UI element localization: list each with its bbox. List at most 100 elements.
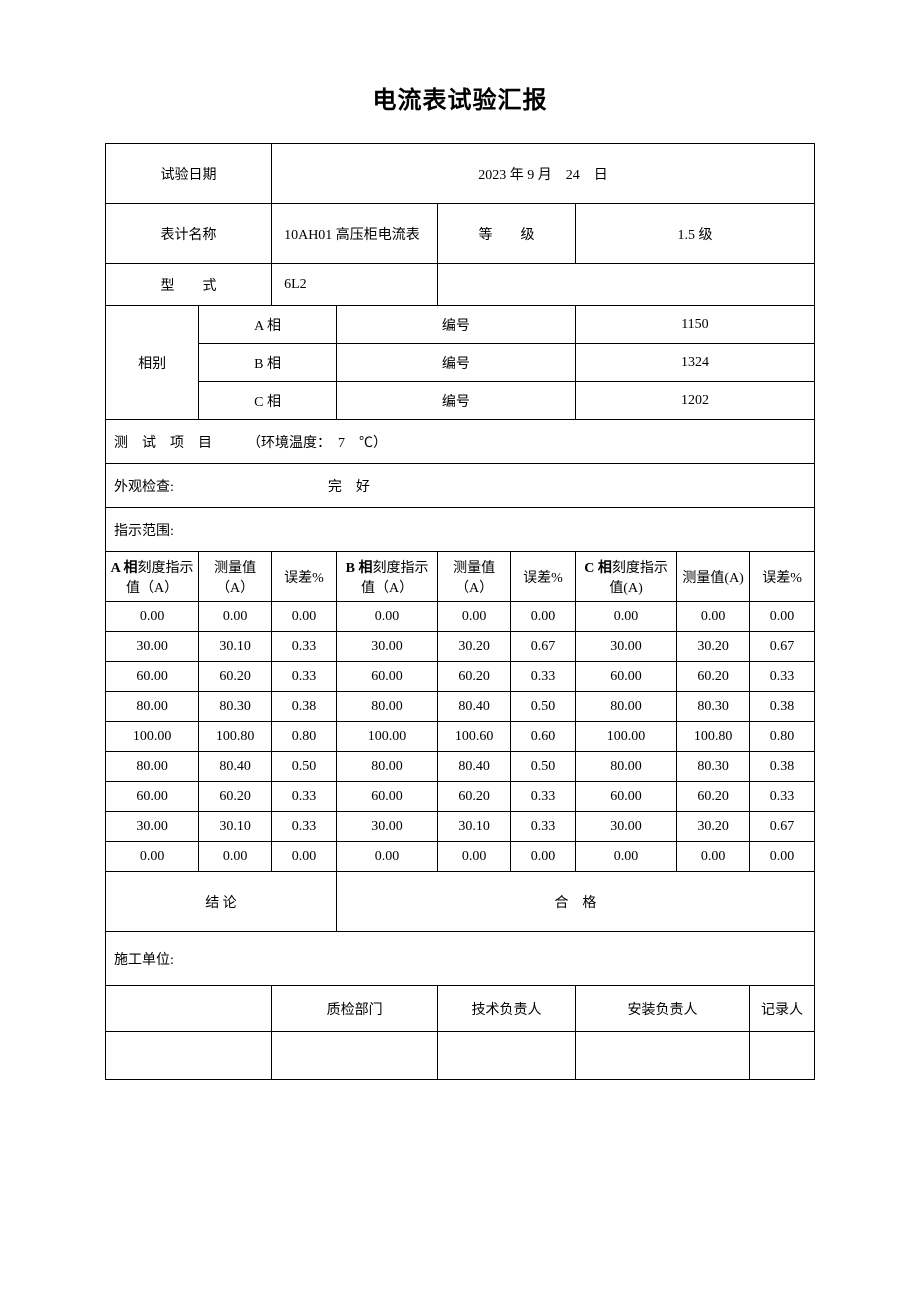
meter-name-label: 表计名称 xyxy=(106,204,272,264)
sign-recorder: 记录人 xyxy=(750,986,815,1032)
sign-empty-header xyxy=(106,986,272,1032)
data-cell: 0.00 xyxy=(106,842,199,872)
data-cell: 0.00 xyxy=(750,842,815,872)
data-cell: 0.00 xyxy=(438,842,511,872)
conclusion-label: 结 论 xyxy=(106,872,337,932)
phase-c: C 相 xyxy=(199,382,337,420)
data-cell: 60.00 xyxy=(575,662,676,692)
data-cell: 0.00 xyxy=(272,842,337,872)
range-row: 指示范围: xyxy=(106,508,815,552)
data-cell: 30.00 xyxy=(575,812,676,842)
data-cell: 0.33 xyxy=(750,662,815,692)
test-date-label: 试验日期 xyxy=(106,144,272,204)
model-empty xyxy=(438,264,815,306)
hdr-a-scale: A 相刻度指示值（A） xyxy=(106,552,199,602)
number-label-b: 编号 xyxy=(336,344,575,382)
number-label-c: 编号 xyxy=(336,382,575,420)
data-cell: 0.00 xyxy=(438,602,511,632)
data-cell: 60.00 xyxy=(106,662,199,692)
data-cell: 80.40 xyxy=(199,752,272,782)
sign-blank-3 xyxy=(575,1032,749,1080)
data-cell: 100.80 xyxy=(677,722,750,752)
phase-label: 相别 xyxy=(106,306,199,420)
sign-blank-0 xyxy=(106,1032,272,1080)
hdr-c-scale: C 相刻度指示值(A) xyxy=(575,552,676,602)
num-a: 1150 xyxy=(575,306,814,344)
data-cell: 60.20 xyxy=(199,782,272,812)
data-cell: 60.00 xyxy=(106,782,199,812)
phase-b: B 相 xyxy=(199,344,337,382)
data-cell: 0.00 xyxy=(511,602,576,632)
table-row: 60.0060.200.3360.0060.200.3360.0060.200.… xyxy=(106,782,815,812)
data-cell: 0.33 xyxy=(272,632,337,662)
data-cell: 0.00 xyxy=(336,602,437,632)
number-label-a: 编号 xyxy=(336,306,575,344)
report-title: 电流表试验汇报 xyxy=(105,80,815,115)
data-cell: 100.00 xyxy=(575,722,676,752)
report-table: 试验日期 2023 年 9 月 24 日 表计名称 10AH01 高压柜电流表 … xyxy=(105,143,815,1080)
data-cell: 0.00 xyxy=(199,842,272,872)
data-cell: 30.20 xyxy=(438,632,511,662)
grade-label: 等 级 xyxy=(438,204,576,264)
table-row: 0.000.000.000.000.000.000.000.000.00 xyxy=(106,842,815,872)
data-cell: 0.00 xyxy=(336,842,437,872)
data-cell: 0.00 xyxy=(511,842,576,872)
data-cell: 30.20 xyxy=(677,812,750,842)
data-cell: 30.00 xyxy=(106,812,199,842)
sign-blank-1 xyxy=(272,1032,438,1080)
data-cell: 80.40 xyxy=(438,692,511,722)
data-cell: 0.33 xyxy=(511,812,576,842)
data-cell: 60.20 xyxy=(199,662,272,692)
table-row: 80.0080.300.3880.0080.400.5080.0080.300.… xyxy=(106,692,815,722)
data-cell: 80.00 xyxy=(106,752,199,782)
table-row: 80.0080.400.5080.0080.400.5080.0080.300.… xyxy=(106,752,815,782)
data-cell: 100.60 xyxy=(438,722,511,752)
data-cell: 80.00 xyxy=(336,752,437,782)
data-cell: 80.00 xyxy=(575,752,676,782)
data-cell: 0.67 xyxy=(511,632,576,662)
model-label: 型 式 xyxy=(106,264,272,306)
table-row: 0.000.000.000.000.000.000.000.000.00 xyxy=(106,602,815,632)
hdr-a-error: 误差% xyxy=(272,552,337,602)
data-cell: 80.30 xyxy=(677,692,750,722)
data-cell: 60.00 xyxy=(336,662,437,692)
data-cell: 0.50 xyxy=(511,752,576,782)
sign-tech: 技术负责人 xyxy=(438,986,576,1032)
table-row: 60.0060.200.3360.0060.200.3360.0060.200.… xyxy=(106,662,815,692)
num-b: 1324 xyxy=(575,344,814,382)
data-cell: 0.00 xyxy=(677,602,750,632)
model-value: 6L2 xyxy=(272,264,438,306)
data-cell: 0.00 xyxy=(575,602,676,632)
data-cell: 0.50 xyxy=(511,692,576,722)
phase-a: A 相 xyxy=(199,306,337,344)
hdr-c-measure: 测量值(A) xyxy=(677,552,750,602)
data-cell: 30.00 xyxy=(106,632,199,662)
table-row: 30.0030.100.3330.0030.100.3330.0030.200.… xyxy=(106,812,815,842)
data-cell: 80.30 xyxy=(677,752,750,782)
table-row: 30.0030.100.3330.0030.200.6730.0030.200.… xyxy=(106,632,815,662)
data-cell: 0.50 xyxy=(272,752,337,782)
data-cell: 0.33 xyxy=(272,662,337,692)
data-cell: 30.20 xyxy=(677,632,750,662)
data-cell: 0.33 xyxy=(750,782,815,812)
data-cell: 0.80 xyxy=(750,722,815,752)
table-row: 100.00100.800.80100.00100.600.60100.0010… xyxy=(106,722,815,752)
construction-unit: 施工单位: xyxy=(106,932,815,986)
grade-value: 1.5 级 xyxy=(575,204,814,264)
sign-blank-4 xyxy=(750,1032,815,1080)
data-cell: 60.20 xyxy=(438,782,511,812)
data-cell: 80.00 xyxy=(575,692,676,722)
sign-blank-2 xyxy=(438,1032,576,1080)
hdr-b-error: 误差% xyxy=(511,552,576,602)
data-cell: 30.00 xyxy=(336,632,437,662)
hdr-a-measure: 测量值（A） xyxy=(199,552,272,602)
data-cell: 0.00 xyxy=(750,602,815,632)
data-cell: 0.00 xyxy=(677,842,750,872)
data-cell: 100.00 xyxy=(106,722,199,752)
data-cell: 80.30 xyxy=(199,692,272,722)
hdr-b-scale: B 相刻度指示值（A） xyxy=(336,552,437,602)
sign-install: 安装负责人 xyxy=(575,986,749,1032)
data-cell: 60.00 xyxy=(575,782,676,812)
table-header-row: A 相刻度指示值（A） 测量值（A） 误差% B 相刻度指示值（A） 测量值（A… xyxy=(106,552,815,602)
sign-qc: 质检部门 xyxy=(272,986,438,1032)
